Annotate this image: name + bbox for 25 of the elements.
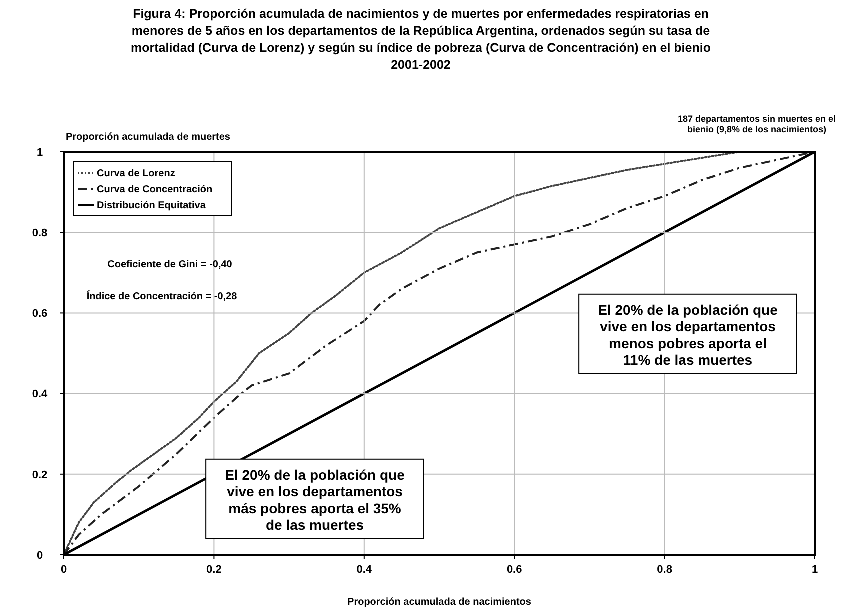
y-tick-label: 0 bbox=[36, 550, 44, 562]
x-tick-label: 0.2 bbox=[206, 564, 222, 576]
x-tick-label: 0.8 bbox=[657, 564, 672, 576]
text-box: El 20% de la población que vive en los departamentos menos pobres aporta el 11% de las muertes bbox=[578, 294, 798, 374]
legend-label: Curva de Lorenz bbox=[97, 168, 176, 180]
y-tick-label: 1 bbox=[36, 146, 44, 159]
text: 187 departamentos sin muertes en el bienio (9,8% de los nacimientos) bbox=[678, 114, 836, 135]
chart-title: Figura 4: Proporción acumulada de nacimientos y de muertes por enfermedades respiratorias en menores de 5 años en los departamentos de la República Argentina, ordenados según su tasa de mortalidad (Curva de Lorenz) y según su índice de pobreza (Curva de Concentración) en el bienio 2001-2002 bbox=[131, 7, 712, 72]
legend-label: Curva de Concentración bbox=[97, 184, 213, 196]
text-box: El 20% de la población que vive en los departamentos más pobres aporta el 35% de las muertes bbox=[206, 458, 424, 540]
y-tick-label: 0.4 bbox=[32, 388, 49, 401]
annotation: El 20% de la población que vive en los departamentos más pobres aporta el 35% de las muertes bbox=[225, 466, 406, 534]
x-tick-label: 0.6 bbox=[506, 564, 522, 576]
x-tick-label: 1 bbox=[812, 564, 818, 576]
y-tick-label: 0.8 bbox=[32, 227, 48, 240]
x-axis-title: Proporción acumulada de nacimientos bbox=[348, 597, 532, 608]
y-axis-title: Proporción acumulada de muertes bbox=[66, 132, 231, 143]
legend-label: Distribución Equitativa bbox=[97, 200, 206, 212]
x-tick-label: 0 bbox=[60, 564, 68, 576]
annotation: Coeficiente de Gini = -0,40 bbox=[108, 260, 233, 271]
x-tick-label: 0.4 bbox=[356, 564, 373, 576]
y-tick-label: 0.2 bbox=[32, 469, 48, 482]
annotation: El 20% de la población que vive en los departamentos menos pobres aporta el 11% de las muertes bbox=[598, 302, 778, 368]
y-tick-label: 0.6 bbox=[32, 308, 48, 320]
annotation: Índice de Concentración = -0,28 bbox=[86, 290, 238, 303]
